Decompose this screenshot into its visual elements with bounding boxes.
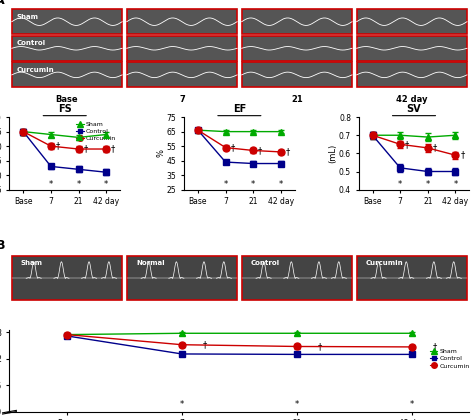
Text: FS: FS xyxy=(58,104,72,114)
FancyBboxPatch shape xyxy=(12,9,122,34)
Text: †: † xyxy=(56,142,60,151)
Text: †: † xyxy=(286,147,290,156)
Legend: Sham, Control, Curcumin: Sham, Control, Curcumin xyxy=(428,347,471,370)
FancyBboxPatch shape xyxy=(356,257,467,300)
Text: 21: 21 xyxy=(291,94,303,104)
Text: †: † xyxy=(230,143,235,152)
FancyBboxPatch shape xyxy=(127,9,237,34)
Text: †: † xyxy=(318,342,322,351)
Text: *: * xyxy=(410,400,414,409)
Text: *: * xyxy=(104,180,109,189)
Text: *: * xyxy=(398,180,402,189)
Text: Sham: Sham xyxy=(21,260,43,265)
Text: Curcumin: Curcumin xyxy=(366,260,403,265)
FancyBboxPatch shape xyxy=(127,63,237,87)
Y-axis label: %: % xyxy=(156,150,165,158)
Text: *: * xyxy=(295,400,299,409)
Text: †: † xyxy=(460,151,465,160)
Text: †: † xyxy=(111,144,115,154)
Text: †: † xyxy=(202,340,207,349)
Text: †: † xyxy=(405,140,410,149)
Text: †: † xyxy=(433,144,437,152)
FancyBboxPatch shape xyxy=(12,63,122,87)
Text: Control: Control xyxy=(251,260,280,265)
Text: SV: SV xyxy=(407,104,421,114)
FancyBboxPatch shape xyxy=(356,63,467,87)
FancyBboxPatch shape xyxy=(242,36,352,61)
Text: Control: Control xyxy=(17,40,46,46)
Text: †: † xyxy=(83,144,88,154)
Text: Base: Base xyxy=(55,94,78,104)
Text: †: † xyxy=(258,146,263,155)
Text: EF: EF xyxy=(233,104,246,114)
Text: †: † xyxy=(432,342,437,352)
Text: *: * xyxy=(76,180,81,189)
Text: *: * xyxy=(223,180,228,189)
Text: Sham: Sham xyxy=(17,14,38,20)
FancyBboxPatch shape xyxy=(12,36,122,61)
Text: Curcumin: Curcumin xyxy=(17,67,54,73)
FancyBboxPatch shape xyxy=(242,9,352,34)
Text: *: * xyxy=(279,180,283,189)
Text: 7: 7 xyxy=(179,94,185,104)
FancyBboxPatch shape xyxy=(356,36,467,61)
Legend: Sham, Control, Curcumin: Sham, Control, Curcumin xyxy=(75,120,117,143)
FancyBboxPatch shape xyxy=(127,257,237,300)
Text: Normal: Normal xyxy=(136,260,164,265)
FancyBboxPatch shape xyxy=(242,257,352,300)
Text: *: * xyxy=(426,180,430,189)
FancyBboxPatch shape xyxy=(356,9,467,34)
Text: A: A xyxy=(0,0,5,7)
Text: *: * xyxy=(251,180,255,189)
Text: 42 day: 42 day xyxy=(396,94,428,104)
FancyBboxPatch shape xyxy=(242,63,352,87)
Text: B: B xyxy=(0,239,5,252)
FancyBboxPatch shape xyxy=(12,257,122,300)
Text: *: * xyxy=(49,180,53,189)
Y-axis label: (mL): (mL) xyxy=(328,144,337,163)
FancyBboxPatch shape xyxy=(127,36,237,61)
Text: *: * xyxy=(180,400,184,409)
Text: *: * xyxy=(453,180,457,189)
